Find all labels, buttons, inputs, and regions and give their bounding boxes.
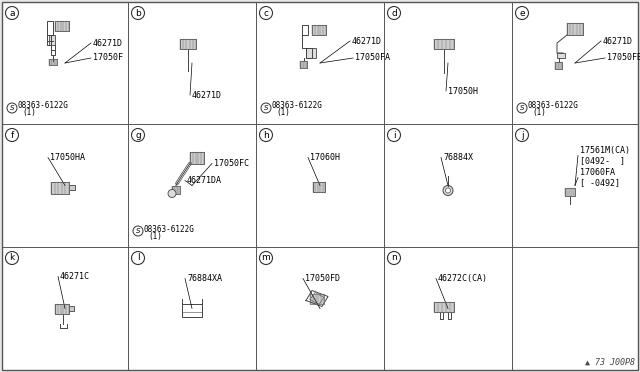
Text: 46271D: 46271D [192,90,222,99]
Text: b: b [135,9,141,17]
Circle shape [133,226,143,236]
Text: 17060FA
[ -0492]: 17060FA [ -0492] [580,168,620,187]
Text: (1): (1) [532,109,546,118]
Bar [434,39,454,49]
Text: 17050F: 17050F [93,54,123,62]
Bar [555,62,562,69]
Circle shape [515,128,529,141]
Bar [565,187,575,196]
Bar [434,301,454,311]
Text: (1): (1) [276,109,290,118]
Circle shape [6,128,19,141]
Text: 08363-6122G: 08363-6122G [528,102,579,110]
Text: 46271DA: 46271DA [187,176,222,185]
Bar [313,182,325,192]
Bar [69,305,74,311]
Text: e: e [519,9,525,17]
Text: 17561M(CA)
[0492-  ]: 17561M(CA) [0492- ] [580,146,630,165]
Text: 46272C(CA): 46272C(CA) [438,274,488,283]
Circle shape [387,128,401,141]
Text: d: d [391,9,397,17]
Text: n: n [391,253,397,263]
Text: 17050FA: 17050FA [355,54,390,62]
Text: g: g [135,131,141,140]
Text: l: l [137,253,140,263]
Text: 17050H: 17050H [448,87,478,96]
Text: k: k [10,253,15,263]
Circle shape [261,103,271,113]
Circle shape [6,251,19,264]
Circle shape [131,251,145,264]
Text: 17050FD: 17050FD [305,274,340,283]
Text: 46271C: 46271C [60,272,90,281]
Bar [55,304,69,314]
Text: (1): (1) [22,109,36,118]
Text: 17050HA: 17050HA [50,153,85,162]
Text: 08363-6122G: 08363-6122G [272,102,323,110]
Circle shape [131,128,145,141]
Text: i: i [393,131,396,140]
Text: 17060H: 17060H [310,153,340,162]
Bar [49,35,55,45]
Bar [310,294,324,304]
Bar [55,21,69,31]
Circle shape [515,6,529,19]
Circle shape [7,103,17,113]
Text: 76884XA: 76884XA [187,274,222,283]
Text: a: a [9,9,15,17]
Circle shape [259,251,273,264]
Bar [300,61,307,68]
Bar [172,186,180,193]
Text: (1): (1) [148,231,162,241]
Circle shape [131,6,145,19]
Text: 08363-6122G: 08363-6122G [18,102,69,110]
Text: f: f [10,131,13,140]
Text: 46271D: 46271D [603,36,633,45]
Text: 46271D: 46271D [352,36,382,45]
Text: S: S [10,105,14,111]
Circle shape [445,188,451,193]
Bar [190,151,204,164]
Bar [306,48,316,58]
Circle shape [387,6,401,19]
Circle shape [168,189,176,198]
Text: S: S [520,105,524,111]
Circle shape [387,251,401,264]
Text: j: j [521,131,524,140]
Bar [312,25,326,35]
Text: S: S [136,228,140,234]
Text: 76884X: 76884X [443,153,473,162]
Text: h: h [263,131,269,140]
Text: 08363-6122G: 08363-6122G [144,224,195,234]
Text: 46271D: 46271D [93,38,123,48]
Bar [69,185,75,189]
Text: S: S [264,105,268,111]
Circle shape [6,6,19,19]
Text: 17050FB: 17050FB [607,54,640,62]
Text: m: m [262,253,270,263]
Text: ▲ 73 J00P8: ▲ 73 J00P8 [585,358,635,367]
Text: c: c [264,9,269,17]
Circle shape [259,6,273,19]
Bar [49,59,57,65]
Circle shape [259,128,273,141]
Circle shape [443,186,453,196]
Text: 17050FC: 17050FC [214,159,249,168]
Bar [567,23,583,35]
Bar [51,182,69,193]
Circle shape [517,103,527,113]
Bar [180,39,196,49]
Bar [557,53,565,58]
